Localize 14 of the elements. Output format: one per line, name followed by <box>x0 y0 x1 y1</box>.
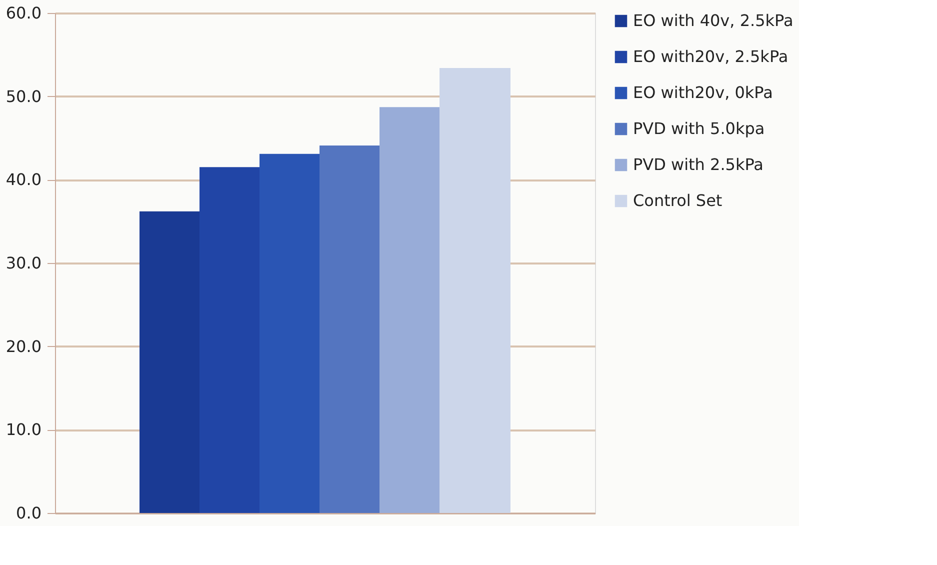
legend-label: EO with20v, 0kPa <box>633 83 773 102</box>
y-tick-label: 50.0 <box>6 86 42 106</box>
legend-label: EO with 40v, 2.5kPa <box>633 11 794 30</box>
legend-label: PVD with 5.0kpa <box>633 119 765 138</box>
y-tick-label: 30.0 <box>6 254 42 272</box>
y-tick-label: 40.0 <box>6 170 42 190</box>
y-tick-label: 60.0 <box>6 4 42 22</box>
bar <box>440 68 510 513</box>
legend-label: Control Set <box>633 191 722 210</box>
y-tick-label: 20.0 <box>6 336 42 356</box>
y-tick-label: 10.0 <box>6 420 42 440</box>
legend-label: PVD with 2.5kPa <box>633 155 764 174</box>
y-tick-label: 0.0 <box>16 504 42 522</box>
legend-label: EO with20v, 2.5kPa <box>633 47 788 66</box>
